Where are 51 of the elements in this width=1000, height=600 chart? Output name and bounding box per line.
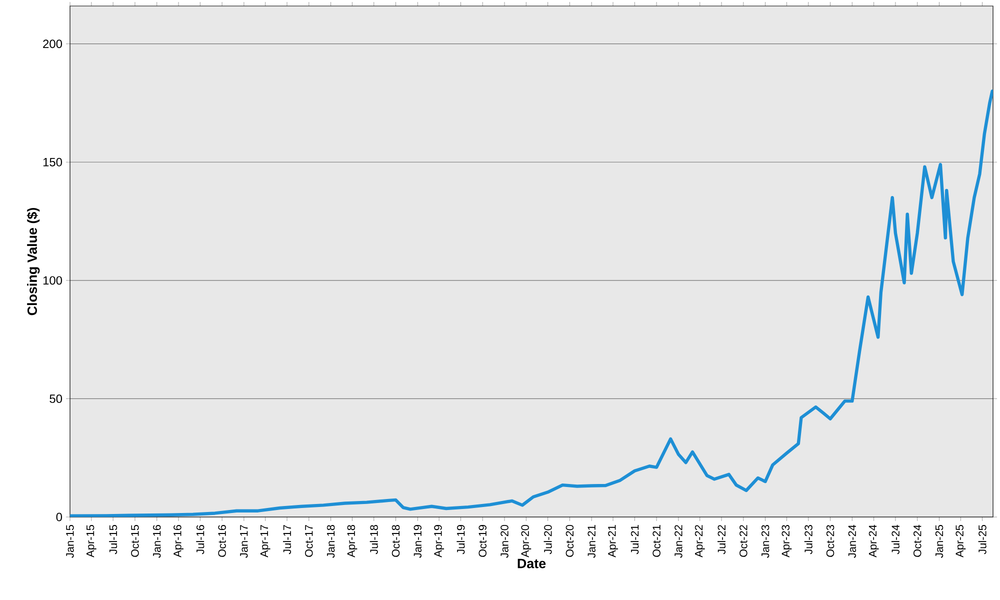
x-tick-label: Jan-25	[935, 524, 944, 558]
x-tick-label: Oct-20	[566, 524, 574, 557]
x-tick-label: Jul-24	[891, 524, 900, 554]
x-tick-label: Apr-17	[260, 525, 270, 558]
x-tick-label: Jul-19	[456, 525, 465, 554]
x-tick-label: Oct-17	[305, 525, 313, 557]
x-tick-label: Jul-20	[544, 524, 552, 554]
x-tick-label: Jan-17	[240, 525, 248, 558]
x-tick-label: Oct-19	[478, 525, 486, 557]
line-series	[70, 90, 994, 517]
x-tick-label: Apr-25	[956, 524, 966, 558]
y-tick-label: 50	[50, 394, 62, 403]
x-tick-label: Jul-21	[630, 525, 639, 554]
x-tick-label: Jan-22	[674, 525, 682, 558]
x-tick-label: Jul-25	[978, 524, 986, 554]
x-tick-label: Apr-20	[521, 524, 532, 558]
x-tick-label: Apr-24	[868, 524, 879, 558]
x-tick-label: Jan-18	[326, 525, 335, 558]
y-tick-label: 150	[43, 158, 62, 166]
x-tick-label: Apr-16	[174, 525, 184, 558]
y-tick-label: 200	[43, 40, 62, 48]
y-tick-label: 0	[56, 512, 62, 522]
x-tick-label: Oct-16	[218, 525, 226, 557]
x-tick-label: Oct-18	[392, 525, 400, 557]
x-tick-label: Jul-17	[282, 525, 292, 554]
x-tick-label: Oct-21	[652, 525, 660, 557]
x-tick-label: Jan-23	[761, 525, 770, 558]
x-tick-label: Jan-15	[66, 524, 74, 558]
x-tick-label: Jan-24	[848, 524, 856, 558]
x-tick-label: Jan-21	[588, 525, 596, 558]
x-tick-label: Apr-21	[608, 525, 618, 558]
x-tick-label: Jan-19	[414, 525, 422, 558]
x-axis-title: Date	[518, 558, 546, 568]
x-tick-label: Jan-20	[500, 524, 508, 558]
x-tick-label: Jul-15	[109, 524, 118, 554]
x-tick-label: Oct-22	[740, 525, 748, 557]
x-tick-label: Jan-16	[152, 525, 161, 558]
x-tick-label: Jul-22	[717, 525, 726, 554]
x-tick-label: Apr-19	[434, 525, 444, 558]
x-tick-label: Jul-16	[196, 525, 204, 554]
x-tick-label: Apr-23	[782, 525, 792, 558]
x-tick-label: Apr-18	[347, 525, 358, 558]
x-tick-label: Apr-22	[694, 525, 705, 558]
x-tick-label: Jul-18	[370, 525, 378, 554]
x-tick-label: Apr-15	[86, 524, 96, 558]
y-tick-label: 100	[43, 276, 62, 285]
x-tick-label: Jul-23	[804, 525, 812, 554]
y-axis-title: Closing Value ($)	[26, 208, 40, 316]
x-tick-label: Oct-23	[826, 525, 834, 557]
x-tick-label: Oct-24	[913, 524, 922, 557]
x-tick-label: Oct-15	[131, 524, 139, 557]
